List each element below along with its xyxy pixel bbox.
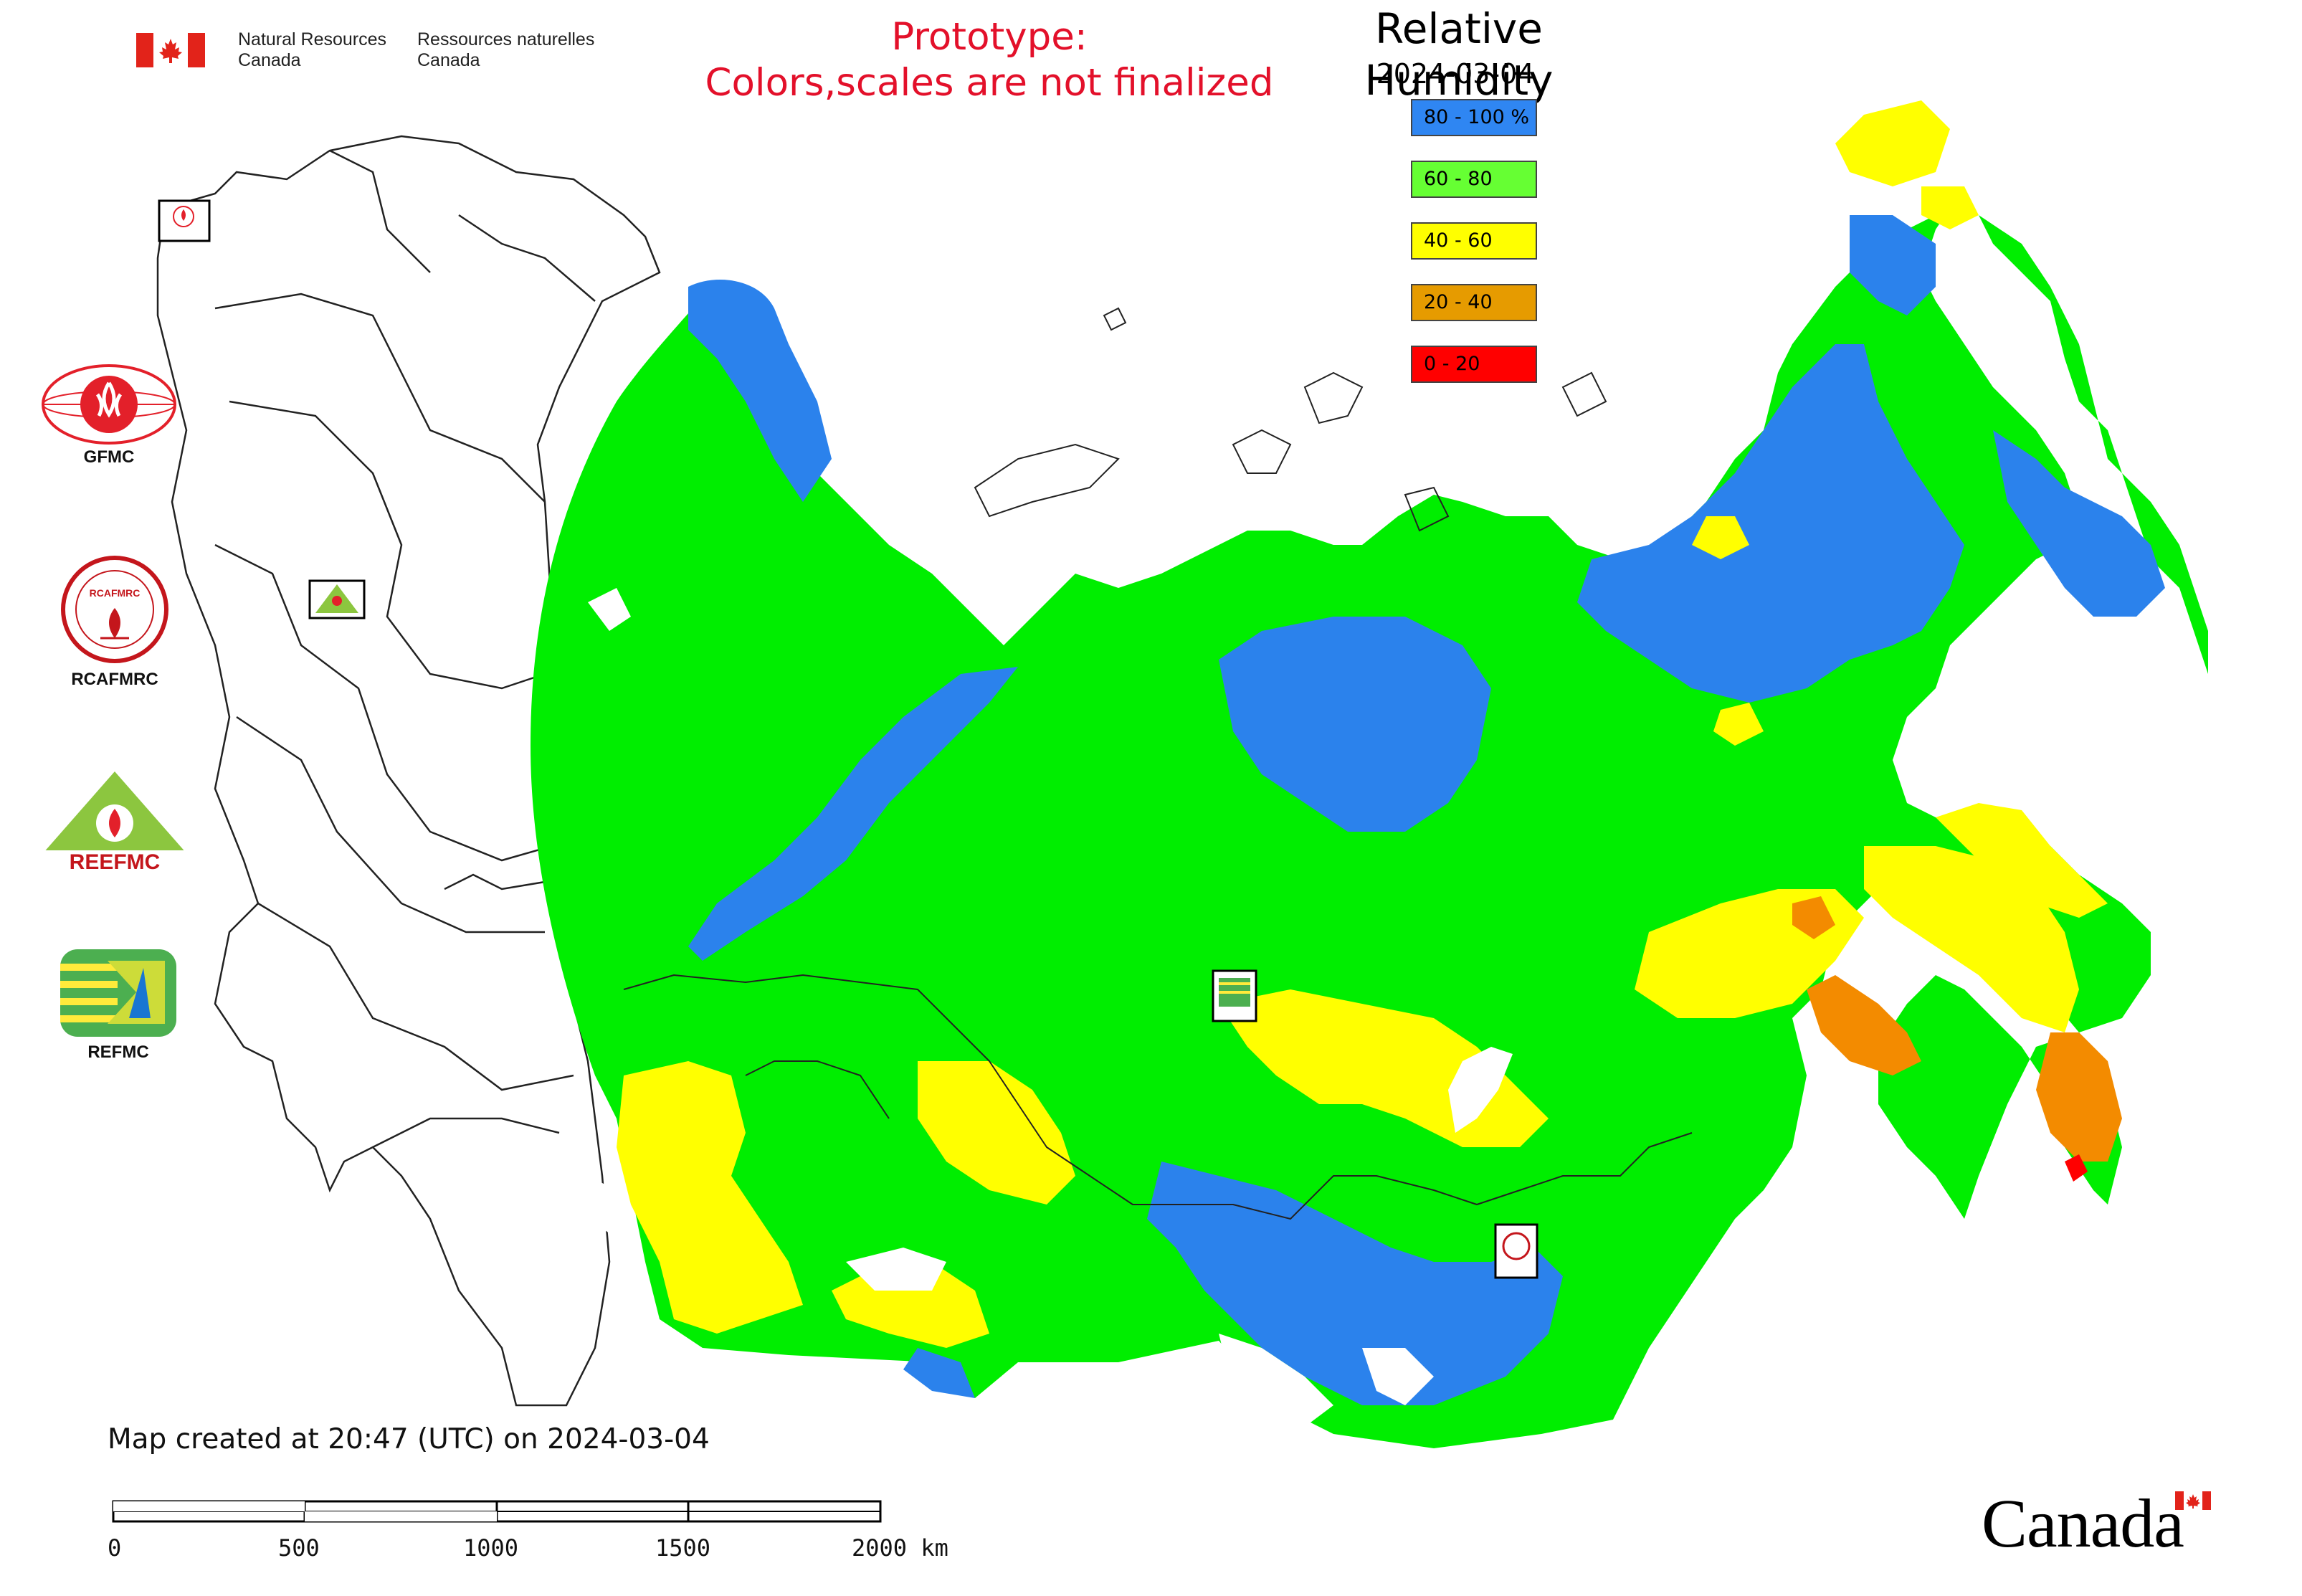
gfmc-logo-icon [42,364,176,445]
department-name-fr-line2: Canada [417,50,480,70]
department-name-en-line1: Natural Resources [238,29,387,49]
scale-bar-graphic [112,1500,882,1523]
arctic-islands [974,307,1607,532]
partner-refmc[interactable]: REFMC [57,946,179,1063]
prototype-notice-line2: Colors,scales are not finalized [705,61,1274,105]
reefmc-logo-text: REEFMC [70,850,161,874]
department-name-fr: Ressources naturelles Canada [417,29,594,71]
map-created-timestamp: Map created at 20:47 (UTC) on 2024-03-04 [108,1423,710,1455]
rcafmrc-logo-icon: RCAFMRC [61,556,168,663]
reefmc-logo-icon: REEFMC [39,771,191,874]
marker-rcafmrc[interactable] [1494,1223,1538,1279]
scale-tick-0: 0 [108,1534,122,1562]
refmc-logo-icon [60,949,176,1037]
western-boundaries [156,135,661,1407]
legend-label: 20 - 40 [1424,291,1493,313]
partner-rcafmrc[interactable]: RCAFMRC RCAFMRC [57,552,172,690]
partner-reefmc[interactable]: REEFMC [36,767,194,878]
scale-bar: 0 500 1000 1500 2000 km [108,1498,968,1570]
scale-tick-1000: 1000 [463,1534,519,1562]
map-date: 2024-03-04 [1376,58,1535,90]
wordmark-flag-icon [2175,1491,2211,1510]
legend-item-20-40: 20 - 40 [1411,284,1537,321]
marker-gfmc[interactable] [158,199,211,242]
legend-item-0-20: 0 - 20 [1411,346,1537,383]
internal-borders [623,974,1693,1220]
canada-wordmark: Canada [1982,1484,2225,1563]
partner-refmc-label: REFMC [87,1042,149,1062]
region-no-data [588,588,1513,1427]
legend-label: 60 - 80 [1424,168,1493,190]
legend-item-60-80: 60 - 80 [1411,161,1537,198]
legend-item-80-100: 80 - 100 % [1411,99,1537,136]
region-very-dry [2065,1154,2088,1182]
legend-label: 80 - 100 % [1424,106,1530,128]
legend-item-40-60: 40 - 60 [1411,222,1537,260]
prototype-notice-line1: Prototype: [891,15,1088,59]
department-name-en-line2: Canada [238,50,301,70]
partner-gfmc-label: GFMC [83,447,135,467]
department-name-fr-line1: Ressources naturelles [417,29,595,49]
scale-tick-2000: 2000 km [852,1534,948,1562]
scale-tick-1500: 1500 [655,1534,711,1562]
canada-flag-icon [136,33,205,67]
partner-gfmc[interactable]: GFMC [37,358,181,467]
department-name-en: Natural Resources Canada [238,29,386,71]
partner-rcafmrc-label: RCAFMRC [71,670,158,689]
legend-label: 40 - 60 [1424,229,1493,252]
scale-tick-500: 500 [278,1534,320,1562]
region-very-humid [688,215,2165,1405]
marker-refmc[interactable] [1212,969,1257,1022]
region-dry [1792,896,2122,1162]
legend-label: 0 - 20 [1424,353,1480,375]
rcafmrc-logo-text: RCAFMRC [90,587,141,599]
map-title: Relative Humidity [1364,4,1554,105]
canada-wordmark-text: Canada [1982,1485,2184,1562]
marker-reefmc[interactable] [308,579,366,619]
prototype-notice: Prototype: Colors,scales are not finaliz… [631,14,1348,106]
government-signature: Natural Resources Canada Ressources natu… [136,27,609,77]
